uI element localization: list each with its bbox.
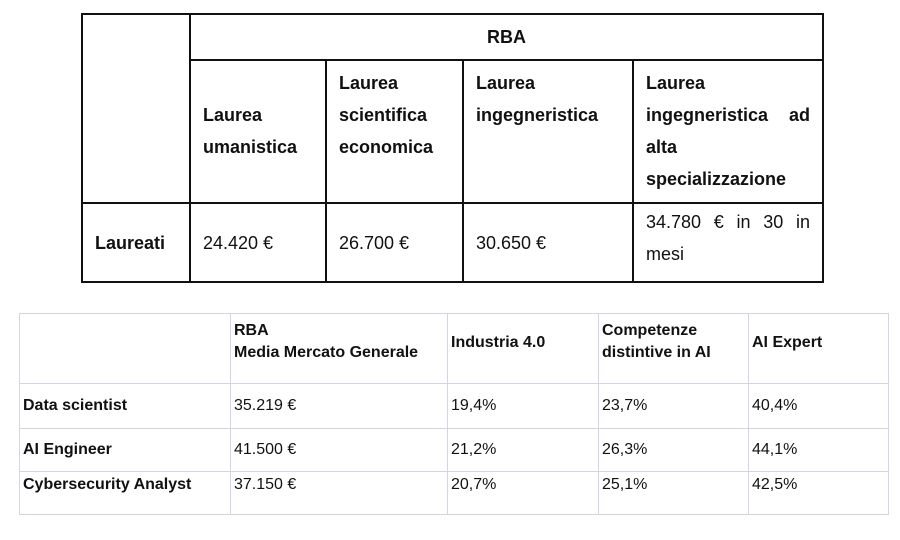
table-row: Cybersecurity Analyst 37.150 € 20,7% 25,… [19,471,889,515]
column-header: Laurea umanistica [189,59,327,204]
row-label: AI Engineer [19,428,231,472]
table-cell: 25,1% [598,471,749,515]
table-cell: 20,7% [447,471,599,515]
table-cell: 41.500 € [230,428,448,472]
table-row: Laureati 24.420 € 26.700 € 30.650 € 34.7… [81,202,824,283]
column-header-line: Media Mercato Generale [234,344,419,361]
group-header-rba: RBA [189,13,824,61]
table-cell: 19,4% [447,383,599,429]
column-header: Laurea scientifica economica [325,59,464,204]
salary-by-degree-table: RBA Laurea umanistica Laurea scientifica… [81,13,824,283]
table-cell: 26,3% [598,428,749,472]
table-cell: 23,7% [598,383,749,429]
table-cell: 37.150 € [230,471,448,515]
table-row: Data scientist 35.219 € 19,4% 23,7% 40,4… [19,383,889,429]
row-label: Cybersecurity Analyst [19,471,231,515]
row-label: Laureati [81,202,191,283]
table-cell: 40,4% [748,383,889,429]
empty-corner-cell [19,313,231,384]
table-row: AI Engineer 41.500 € 21,2% 26,3% 44,1% [19,428,889,472]
table-cell: 42,5% [748,471,889,515]
column-header: Laurea ingegneristica [462,59,634,204]
table-cell: 34.780 € in 30 in mesi [632,202,824,283]
column-header: Competenze distintive in AI [598,313,749,384]
table-cell: 44,1% [748,428,889,472]
table-cell: 35.219 € [230,383,448,429]
table-cell: 26.700 € [325,202,464,283]
empty-corner-cell [81,13,191,204]
column-header: RBA Media Mercato Generale [230,313,448,384]
column-header: Industria 4.0 [447,313,599,384]
column-header: Laurea ingegneristica ad alta specializz… [632,59,824,204]
row-label: Data scientist [19,383,231,429]
table-cell: 24.420 € [189,202,327,283]
table-cell: 21,2% [447,428,599,472]
ai-roles-salary-table: RBA Media Mercato Generale Industria 4.0… [19,313,889,515]
table-cell: 30.650 € [462,202,634,283]
column-header-line: RBA [234,322,269,339]
column-header: AI Expert [748,313,889,384]
